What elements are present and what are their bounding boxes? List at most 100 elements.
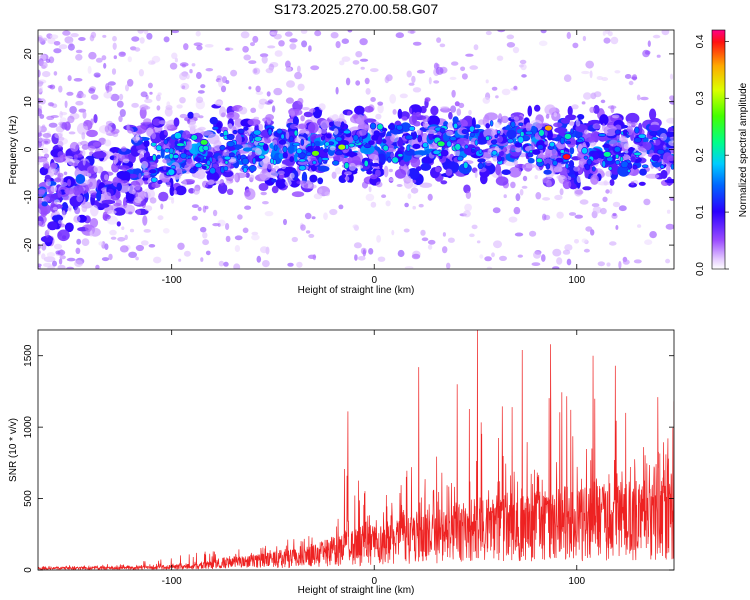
heatmap-blob — [474, 124, 481, 129]
heatmap-noise — [440, 106, 450, 110]
heatmap-blob — [554, 127, 568, 134]
heatmap-noise — [183, 250, 191, 257]
heatmap-noise — [622, 259, 630, 265]
heatmap-noise — [471, 224, 478, 230]
heatmap-noise — [556, 257, 563, 265]
heatmap-noise — [669, 73, 674, 80]
heatmap-noise — [521, 164, 526, 170]
heatmap-noise — [75, 247, 81, 254]
heatmap-noise — [253, 116, 260, 120]
heatmap-noise — [517, 254, 523, 258]
heatmap-noise — [636, 94, 641, 101]
heatmap-core — [310, 164, 317, 172]
heatmap-noise — [104, 139, 112, 147]
heatmap-noise — [355, 164, 364, 169]
heatmap-noise — [442, 232, 446, 237]
heatmap-noise — [360, 66, 365, 70]
heatmap-noise — [553, 112, 557, 117]
heatmap-noise — [289, 123, 298, 130]
heatmap-noise — [178, 258, 182, 262]
snr-ytick-label: 0 — [23, 567, 34, 573]
heatmap-noise — [39, 221, 46, 228]
heatmap-noise — [57, 151, 64, 159]
heatmap-blob — [40, 205, 48, 217]
heatmap-core — [449, 136, 457, 142]
heatmap-core — [453, 122, 459, 129]
heatmap-core — [381, 127, 388, 132]
heatmap-noise — [506, 34, 515, 40]
heatmap-noise — [47, 228, 51, 233]
heatmap-blob — [649, 108, 657, 121]
heatmap-blob — [68, 159, 81, 167]
heatmap-noise — [568, 212, 577, 216]
heatmap-core — [477, 158, 486, 163]
heatmap-noise — [603, 180, 608, 186]
heatmap-noise — [329, 208, 338, 216]
heatmap-noise — [227, 112, 235, 118]
heatmap-noise — [498, 172, 503, 179]
heatmap-noise — [554, 194, 563, 201]
heatmap-noise — [491, 86, 498, 91]
heatmap-core — [201, 165, 207, 170]
heatmap-noise — [38, 188, 45, 197]
heatmap-noise — [98, 241, 103, 246]
heatmap-noise — [304, 212, 312, 220]
heatmap-noise — [38, 108, 43, 116]
heatmap-noise — [388, 168, 393, 173]
heatmap-noise — [93, 72, 101, 78]
heatmap-noise — [296, 261, 303, 268]
heatmap-noise — [118, 115, 123, 123]
heatmap-noise — [108, 253, 113, 261]
heatmap-noise — [131, 36, 140, 42]
heatmap-blob — [407, 168, 420, 179]
heatmap-noise — [399, 93, 408, 99]
heatmap-core — [352, 134, 359, 141]
heatmap-noise — [485, 160, 492, 166]
heatmap-noise — [117, 237, 126, 242]
heatmap-noise — [397, 249, 405, 258]
heatmap-noise — [515, 193, 521, 202]
heatmap-noise — [73, 215, 81, 223]
heatmap-noise — [305, 230, 311, 234]
heatmap-core — [477, 162, 484, 170]
heatmap-noise — [571, 104, 579, 110]
heatmap-blob — [499, 150, 504, 156]
heatmap-noise — [64, 100, 68, 109]
heatmap-noise — [81, 132, 86, 140]
heatmap-noise — [331, 171, 337, 179]
heatmap-noise — [146, 32, 153, 40]
heatmap-core — [439, 127, 446, 134]
heatmap-noise — [196, 45, 203, 51]
heatmap-noise — [192, 187, 200, 195]
heatmap-noise — [420, 229, 426, 236]
heatmap-noise — [166, 181, 172, 188]
heatmap-blob — [41, 201, 48, 207]
heatmap-noise — [320, 128, 328, 134]
heatmap-noise — [138, 172, 142, 180]
heatmap-noise — [280, 163, 287, 170]
heatmap-noise — [41, 253, 46, 260]
heatmap-noise — [522, 175, 528, 182]
heatmap-noise — [51, 212, 59, 216]
heatmap-blob — [77, 160, 91, 172]
snr-ylabel: SNR (10 * v/v) — [8, 418, 19, 482]
heatmap-noise — [119, 109, 126, 117]
heatmap-core — [258, 154, 266, 160]
heatmap-core — [406, 144, 411, 152]
heatmap-core — [519, 131, 525, 137]
heatmap-noise — [564, 244, 573, 251]
heatmap-core — [591, 166, 596, 172]
heatmap-noise — [395, 32, 404, 39]
heatmap-noise — [202, 180, 209, 188]
heatmap-noise — [500, 115, 509, 124]
heatmap-noise — [170, 124, 176, 129]
heatmap-noise — [541, 254, 546, 262]
heatmap-noise — [301, 40, 308, 48]
heatmap-noise — [623, 143, 630, 150]
snr-xtick-label: -100 — [162, 576, 182, 587]
heatmap-blob — [599, 114, 609, 126]
spectrogram-xtick-label: -100 — [162, 275, 182, 286]
heatmap-noise — [446, 130, 454, 137]
spectrogram-ytick-label: 0 — [23, 146, 34, 152]
heatmap-noise — [42, 160, 50, 169]
